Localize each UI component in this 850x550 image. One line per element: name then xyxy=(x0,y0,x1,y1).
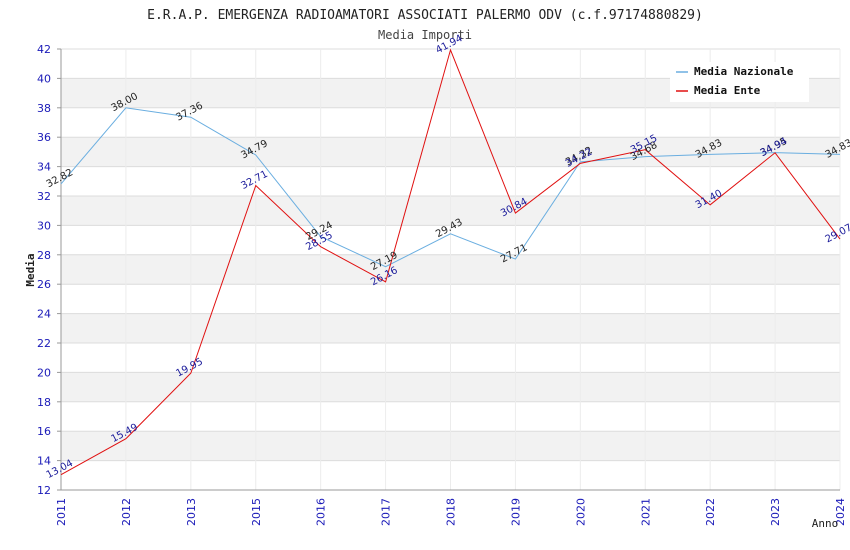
series-line-media-nazionale xyxy=(60,107,841,268)
y-tick-label: 24 xyxy=(37,308,51,321)
x-tick-label: 2021 xyxy=(639,498,652,526)
x-axis-ticks: 2011 2012 2013 2015 2016 2017 2018 2019 2020 2021… xyxy=(55,498,847,526)
x-tick-label: 2017 xyxy=(380,498,393,526)
x-tick-label: 2023 xyxy=(769,498,782,526)
y-tick-label: 36 xyxy=(37,131,51,144)
x-axis-label: Anno xyxy=(812,517,839,530)
y-axis-label: Media xyxy=(24,253,37,286)
y-axis-ticks: 12 14 16 18 20 22 24 26 28 30 32 34 36 38 40 42 xyxy=(37,43,61,497)
y-tick-label: 26 xyxy=(37,278,51,291)
y-tick-label: 40 xyxy=(37,72,51,85)
x-tick-label: 2016 xyxy=(315,498,328,526)
grid-bands xyxy=(60,48,841,491)
chart-subtitle: Media Importi xyxy=(378,28,472,42)
y-tick-label: 12 xyxy=(37,484,51,497)
x-tick-label: 2020 xyxy=(574,498,587,526)
y-tick-label: 22 xyxy=(37,337,51,350)
legend-box xyxy=(670,62,809,102)
y-tick-label: 18 xyxy=(37,396,51,409)
chart-title: E.R.A.P. EMERGENZA RADIOAMATORI ASSOCIAT… xyxy=(147,8,703,23)
y-tick-label: 34 xyxy=(37,161,51,174)
x-tick-label: 2015 xyxy=(250,498,263,526)
y-tick-label: 16 xyxy=(37,425,51,438)
x-tick-label: 2011 xyxy=(55,498,68,526)
legend: Media Nazionale Media Ente xyxy=(670,62,809,102)
y-tick-label: 32 xyxy=(37,190,51,203)
y-tick-label: 42 xyxy=(37,43,51,56)
x-tick-label: 2022 xyxy=(704,498,717,526)
y-tick-label: 38 xyxy=(37,102,51,115)
x-tick-label: 2012 xyxy=(120,498,133,526)
legend-label-media-nazionale: Media Nazionale xyxy=(694,65,794,78)
x-tick-label: 2018 xyxy=(445,498,458,526)
y-tick-label: 20 xyxy=(37,366,51,379)
y-tick-label: 14 xyxy=(37,455,51,468)
y-tick-label: 28 xyxy=(37,249,51,262)
y-tick-label: 30 xyxy=(37,219,51,232)
series-line-media-ente xyxy=(60,48,841,476)
x-tick-label: 2019 xyxy=(509,498,522,526)
legend-label-media-ente: Media Ente xyxy=(694,84,761,97)
series-lines xyxy=(60,48,841,476)
x-tick-label: 2013 xyxy=(185,498,198,526)
x-tick-label: 2024 xyxy=(834,498,847,526)
